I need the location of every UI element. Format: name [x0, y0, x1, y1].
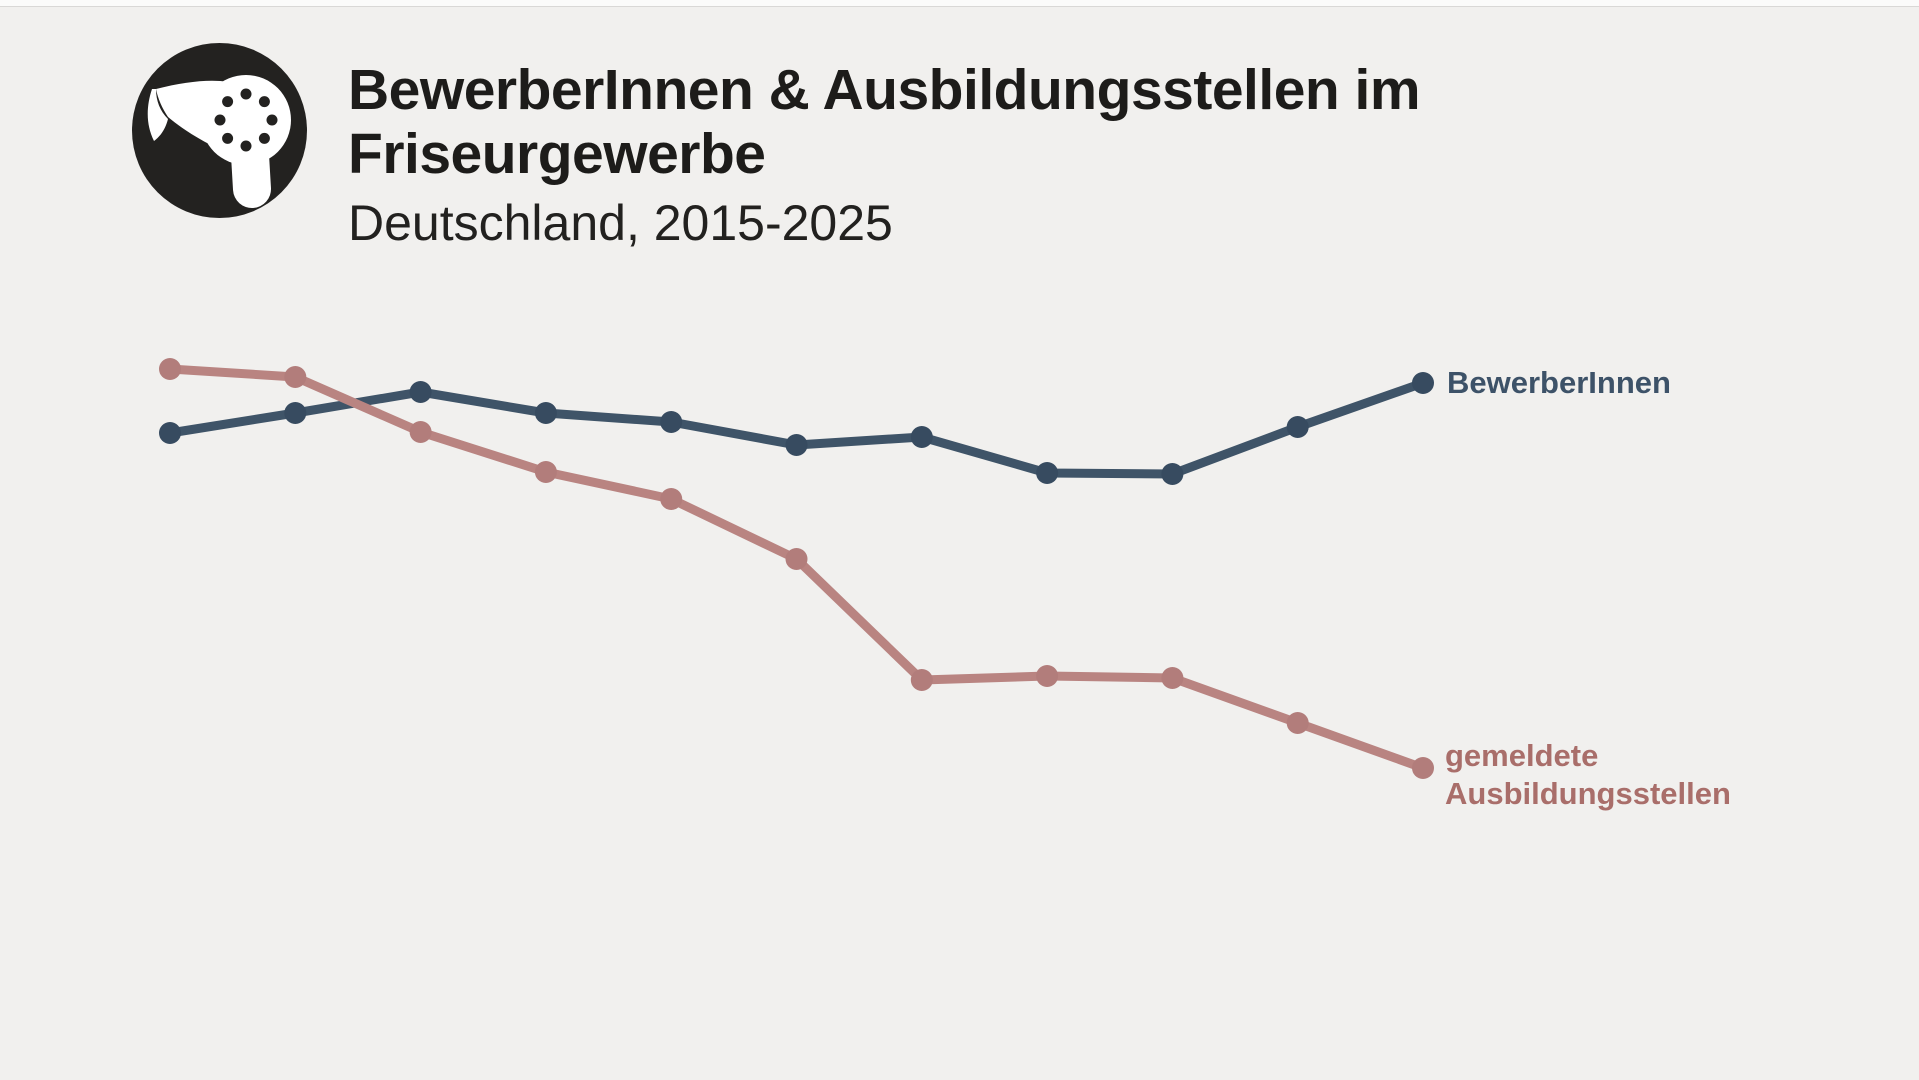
gemeldete-ausbildungsstellen-point-2018 — [534, 461, 557, 483]
bewerberinnen-point-2021 — [910, 426, 933, 448]
gemeldete-ausbildungsstellen-point-2024 — [1286, 712, 1309, 734]
bewerberinnen-point-2020 — [785, 434, 808, 456]
bewerberinnen-point-2022 — [1036, 462, 1059, 484]
bewerberinnen-point-2016 — [284, 402, 307, 424]
gemeldete-ausbildungsstellen-point-2022 — [1036, 665, 1059, 687]
gemeldete-ausbildungsstellen-point-2023 — [1161, 667, 1184, 689]
logo-badge — [132, 43, 307, 218]
bewerberinnen-point-2018 — [534, 402, 557, 424]
page-title-line1: BewerberInnen & Ausbildungsstellen im — [348, 58, 1421, 122]
bewerberinnen-point-2025 — [1412, 372, 1434, 394]
bewerberinnen-series-label: BewerberInnen — [1447, 365, 1671, 400]
hair-dryer-icon — [132, 43, 307, 218]
gemeldete-ausbildungsstellen-point-2025 — [1412, 757, 1434, 779]
ausbildungsstellen-series-label-line1: gemeldete — [1445, 738, 1599, 773]
gemeldete-ausbildungsstellen-point-2017 — [409, 421, 432, 443]
page-title: BewerberInnen & Ausbildungsstellen im Fr… — [348, 58, 1421, 186]
bewerberinnen-point-2017 — [409, 381, 432, 403]
bewerberinnen-point-2024 — [1286, 416, 1309, 438]
ausbildungsstellen-series-label-line2: Ausbildungsstellen — [1445, 776, 1731, 811]
top-divider-strip — [0, 0, 1919, 7]
bewerberinnen-point-2015 — [159, 422, 181, 444]
bewerberinnen-series — [159, 372, 1434, 485]
gemeldete-ausbildungsstellen-point-2021 — [910, 669, 933, 691]
bewerberinnen-point-2023 — [1161, 463, 1184, 485]
gemeldete-ausbildungsstellen-point-2015 — [159, 358, 181, 380]
page-subtitle: Deutschland, 2015-2025 — [348, 195, 893, 251]
page-title-line2: Friseurgewerbe — [348, 122, 766, 186]
gemeldete-ausbildungsstellen-point-2016 — [284, 366, 307, 388]
bewerberinnen-point-2019 — [660, 411, 683, 433]
gemeldete-ausbildungsstellen-point-2019 — [660, 488, 683, 510]
gemeldete-ausbildungsstellen-point-2020 — [785, 548, 808, 570]
bewerberinnen-line — [165, 378, 1428, 479]
gemeldete-ausbildungsstellen-series — [159, 358, 1434, 779]
ausbildungsstellen-series-label: gemeldete Ausbildungsstellen — [1445, 737, 1731, 813]
chart-header: BewerberInnen & Ausbildungsstellen im Fr… — [348, 58, 1421, 252]
